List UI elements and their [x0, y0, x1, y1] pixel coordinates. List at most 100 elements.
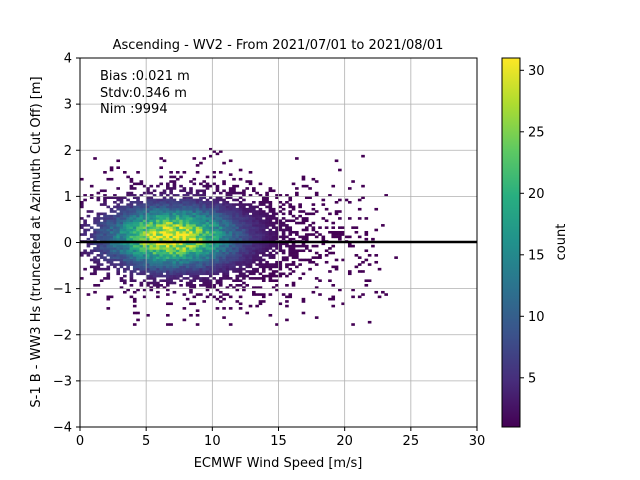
heatmap-cell	[338, 235, 342, 239]
heatmap-cell	[182, 207, 187, 211]
heatmap-cell	[242, 228, 246, 232]
heatmap-cell	[156, 260, 160, 264]
heatmap-cell	[199, 279, 203, 283]
heatmap-cell	[132, 249, 137, 253]
heatmap-cell	[123, 254, 127, 257]
heatmap-cell	[80, 217, 84, 220]
heatmap-cell	[218, 233, 223, 236]
heatmap-cell	[126, 228, 130, 232]
heatmap-cell	[222, 260, 226, 264]
heatmap-cell	[162, 217, 167, 220]
heatmap-cell	[232, 207, 236, 211]
heatmap-cell	[195, 247, 200, 250]
heatmap-cell	[205, 254, 210, 257]
heatmap-cell	[331, 244, 336, 248]
heatmap-cell	[159, 207, 164, 211]
heatmap-cell	[218, 198, 223, 202]
heatmap-cell	[218, 196, 223, 199]
heatmap-cell	[328, 251, 332, 255]
heatmap-cell	[245, 221, 250, 225]
heatmap-cell	[175, 219, 180, 223]
heatmap-cell	[172, 224, 177, 227]
heatmap-cell	[278, 265, 283, 269]
heatmap-cell	[265, 214, 269, 218]
heatmap-cell	[215, 249, 220, 253]
heatmap-cell	[238, 267, 243, 271]
heatmap-cell	[248, 205, 253, 209]
heatmap-cell	[238, 200, 243, 204]
heatmap-cell	[222, 224, 226, 227]
heatmap-cell	[136, 311, 140, 315]
heatmap-cell	[245, 242, 250, 246]
heatmap-cell	[195, 230, 200, 234]
heatmap-cell	[113, 228, 117, 232]
heatmap-cell	[242, 277, 246, 280]
heatmap-cell	[205, 226, 210, 229]
heatmap-cell	[202, 247, 207, 250]
heatmap-cell	[175, 203, 180, 206]
heatmap-cell	[185, 191, 190, 195]
heatmap-cell	[119, 249, 124, 253]
heatmap-cell	[258, 207, 263, 211]
heatmap-cell	[195, 237, 200, 241]
heatmap-cell	[116, 166, 120, 169]
heatmap-cell	[215, 242, 220, 246]
heatmap-cell	[258, 203, 263, 206]
heatmap-cell	[228, 242, 233, 246]
heatmap-cell	[139, 247, 144, 250]
heatmap-cell	[209, 237, 213, 241]
heatmap-cell	[347, 272, 352, 276]
heatmap-cell	[328, 270, 332, 273]
heatmap-cell	[99, 233, 104, 236]
heatmap-cell	[215, 256, 220, 259]
heatmap-cell	[258, 260, 263, 264]
heatmap-cell	[103, 194, 107, 197]
heatmap-cell	[205, 260, 210, 264]
heatmap-cell	[123, 226, 127, 229]
heatmap-cell	[152, 258, 157, 262]
heatmap-cell	[99, 237, 104, 241]
heatmap-cell	[195, 323, 200, 326]
heatmap-cell	[139, 210, 144, 213]
heatmap-cell	[268, 265, 273, 269]
heatmap-cell	[185, 233, 190, 236]
heatmap-cell	[152, 203, 157, 206]
heatmap-cell	[252, 224, 256, 227]
heatmap-cell	[255, 256, 259, 259]
heatmap-cell	[212, 265, 216, 269]
colorbar-tick-label: 15	[528, 248, 545, 263]
heatmap-cell	[295, 221, 299, 225]
heatmap-cell	[285, 265, 289, 269]
heatmap-cell	[93, 217, 97, 220]
heatmap-cell	[159, 267, 164, 271]
heatmap-cell	[212, 221, 216, 225]
heatmap-cell	[245, 256, 250, 259]
heatmap-cell	[113, 219, 117, 223]
heatmap-cell	[106, 219, 111, 223]
heatmap-cell	[93, 237, 97, 241]
heatmap-cell	[205, 217, 210, 220]
heatmap-cell	[209, 147, 213, 151]
heatmap-cell	[152, 265, 157, 269]
heatmap-cell	[96, 219, 101, 223]
heatmap-cell	[149, 237, 154, 241]
heatmap-cell	[195, 171, 200, 174]
heatmap-cell	[261, 270, 266, 273]
heatmap-cell	[364, 233, 369, 236]
heatmap-cell	[109, 249, 114, 253]
heatmap-cell	[258, 300, 263, 303]
heatmap-cell	[172, 203, 177, 206]
heatmap-cell	[268, 214, 273, 218]
heatmap-cell	[215, 219, 220, 223]
heatmap-cell	[212, 210, 216, 213]
heatmap-cell	[119, 196, 124, 199]
heatmap-cell	[222, 247, 226, 250]
heatmap-cell	[89, 226, 94, 229]
heatmap-cell	[169, 175, 173, 179]
heatmap-cells	[80, 147, 398, 326]
heatmap-cell	[189, 242, 193, 246]
heatmap-cell	[109, 168, 114, 172]
heatmap-cell	[116, 219, 120, 223]
heatmap-cell	[232, 247, 236, 250]
heatmap-cell	[301, 237, 306, 241]
